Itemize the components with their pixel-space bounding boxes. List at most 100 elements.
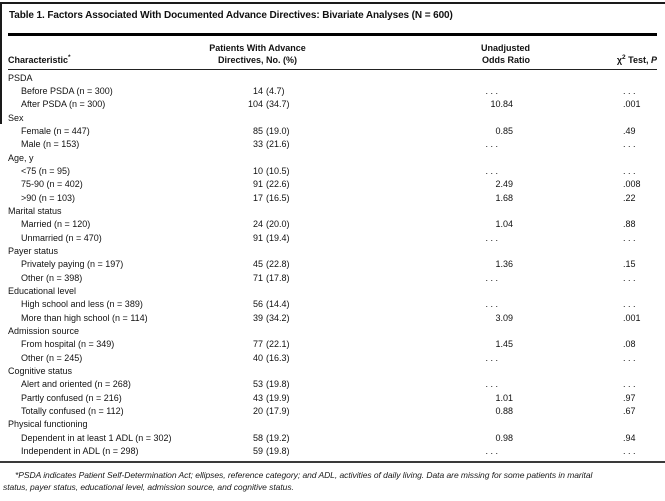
cell-p-value: .22	[623, 192, 636, 203]
column-header-patients: Patients With Advance Directives, No. (%…	[195, 43, 320, 66]
cell-p-value: .88	[623, 219, 636, 230]
characteristic-label: Characteristic	[8, 54, 69, 65]
cell-percent: (19.8)	[266, 379, 290, 390]
cell-count-pct: 43 (19.9)	[195, 393, 320, 403]
cell-percent: (19.9)	[266, 392, 290, 403]
cell-p-value: . . .	[623, 272, 636, 283]
column-header-row: Characteristic* Patients With Advance Di…	[8, 37, 657, 66]
cell-characteristic: Privately paying (n = 197)	[21, 259, 124, 270]
table-row: Unmarried (n = 470) 91 (19.4) . . . . . …	[8, 231, 657, 244]
cell-count: 43	[252, 392, 263, 403]
cell-characteristic: Other (n = 245)	[21, 352, 83, 363]
cell-odds-ratio: . . .	[485, 139, 498, 150]
cell-p-value: .97	[623, 392, 636, 403]
cell-count-pct: 77 (22.1)	[195, 339, 320, 349]
table-row: Before PSDA (n = 300) 14 (4.7) . . . . .…	[8, 84, 657, 97]
patients-header-line2: Directives, No. (%)	[217, 54, 298, 65]
cell-percent: (17.9)	[266, 405, 290, 416]
table-row: Alert and oriented (n = 268) 53 (19.8) .…	[8, 378, 657, 391]
cell-odds-ratio: 1.68	[495, 192, 513, 203]
cell-characteristic: 75-90 (n = 402)	[21, 179, 83, 190]
cell-count: 71	[252, 272, 263, 283]
cell-characteristic: After PSDA (n = 300)	[21, 99, 106, 110]
table-row: Independent in ADL (n = 298) 59 (19.8) .…	[8, 444, 657, 457]
cell-characteristic: Married (n = 120)	[21, 219, 91, 230]
cell-characteristic: Other (n = 398)	[21, 272, 83, 283]
cell-odds-ratio: 3.09	[495, 312, 513, 323]
cell-odds-ratio: . . .	[485, 165, 498, 176]
cell-count: 59	[252, 445, 263, 456]
table-body: PSDA Before PSDA (n = 300) 14 (4.7) . . …	[8, 71, 657, 458]
cell-odds-ratio: 1.04	[495, 219, 513, 230]
cell-count-pct: 39 (34.2)	[195, 313, 320, 323]
cell-odds-ratio: . . .	[485, 232, 498, 243]
cell-characteristic: Totally confused (n = 112)	[21, 405, 124, 416]
cell-p-value: . . .	[623, 165, 636, 176]
cell-percent: (22.1)	[266, 339, 290, 350]
cell-count-pct: 53 (19.8)	[195, 379, 320, 389]
odds-header-line2: Odds Ratio	[481, 54, 530, 65]
cell-percent: (22.6)	[266, 179, 290, 190]
table-row: Educational level	[8, 284, 657, 297]
cell-percent: (4.7)	[266, 85, 285, 96]
cell-percent: (34.7)	[266, 99, 290, 110]
cell-percent: (17.8)	[266, 272, 290, 283]
top-rule	[0, 2, 665, 4]
cell-percent: (19.4)	[266, 232, 290, 243]
chi-symbol: χ	[616, 54, 623, 65]
cell-count-pct: 91 (22.6)	[195, 179, 320, 189]
cell-percent: (21.6)	[266, 139, 290, 150]
cell-count: 91	[252, 179, 263, 190]
cell-characteristic: Independent in ADL (n = 298)	[21, 445, 139, 456]
table-row: 75-90 (n = 402) 91 (22.6) 2.49 .008	[8, 178, 657, 191]
cell-characteristic: Female (n = 447)	[21, 125, 90, 136]
cell-characteristic: <75 (n = 95)	[21, 165, 71, 176]
table-bottom-rule	[0, 461, 665, 463]
cell-count: 104	[247, 99, 263, 110]
cell-p-value: .15	[623, 259, 636, 270]
column-header-characteristic: Characteristic*	[8, 52, 195, 67]
cell-count-pct: 20 (17.9)	[195, 406, 320, 416]
cell-odds-ratio: 10.84	[490, 99, 513, 110]
cell-odds-ratio: 1.01	[495, 392, 513, 403]
cell-count: 20	[252, 405, 263, 416]
page-edge-line	[0, 2, 2, 124]
table-row: Age, y	[8, 151, 657, 164]
table-row: After PSDA (n = 300) 104 (34.7) 10.84 .0…	[8, 98, 657, 111]
cell-count: 85	[252, 125, 263, 136]
cell-characteristic: Physical functioning	[8, 419, 88, 430]
cell-count: 33	[252, 139, 263, 150]
cell-count-pct: 56 (14.4)	[195, 299, 320, 309]
cell-characteristic: Marital status	[8, 205, 62, 216]
cell-odds-ratio: 1.45	[495, 339, 513, 350]
table-row: More than high school (n = 114) 39 (34.2…	[8, 311, 657, 324]
cell-characteristic: PSDA	[8, 72, 33, 83]
cell-percent: (20.0)	[266, 219, 290, 230]
cell-count: 10	[252, 165, 263, 176]
cell-odds-ratio: 2.49	[495, 179, 513, 190]
cell-characteristic: Educational level	[8, 285, 77, 296]
cell-count-pct: 104 (34.7)	[195, 99, 320, 109]
cell-characteristic: Dependent in at least 1 ADL (n = 302)	[21, 432, 172, 443]
table-row: Male (n = 153) 33 (21.6) . . . . . .	[8, 138, 657, 151]
cell-count-pct: 40 (16.3)	[195, 353, 320, 363]
cell-count-pct: 24 (20.0)	[195, 219, 320, 229]
cell-percent: (34.2)	[266, 312, 290, 323]
cell-odds-ratio: 0.85	[495, 125, 513, 136]
p-label: P	[650, 54, 657, 65]
cell-percent: (16.3)	[266, 352, 290, 363]
cell-percent: (19.2)	[266, 432, 290, 443]
cell-characteristic: Cognitive status	[8, 365, 73, 376]
cell-count: 17	[252, 192, 263, 203]
table-row: <75 (n = 95) 10 (10.5) . . . . . .	[8, 164, 657, 177]
cell-p-value: .67	[623, 405, 636, 416]
cell-count-pct: 10 (10.5)	[195, 166, 320, 176]
cell-characteristic: Unmarried (n = 470)	[21, 232, 102, 243]
cell-p-value: .08	[623, 339, 636, 350]
cell-count: 91	[252, 232, 263, 243]
table-row: PSDA	[8, 71, 657, 84]
chi-exponent: 2	[622, 53, 626, 61]
cell-p-value: . . .	[623, 232, 636, 243]
cell-p-value: . . .	[623, 445, 636, 456]
cell-count-pct: 45 (22.8)	[195, 259, 320, 269]
